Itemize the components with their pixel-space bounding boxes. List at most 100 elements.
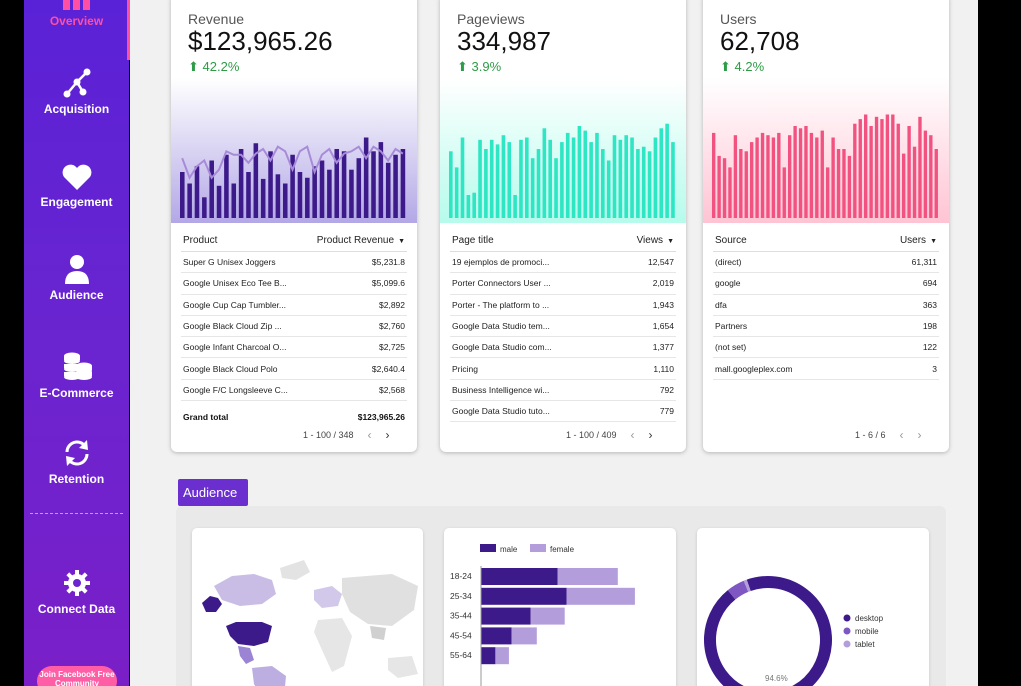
table-row[interactable]: Google Data Studio tem... 1,654 [450, 316, 676, 338]
community-button[interactable]: Join Facebook Free Community [37, 666, 117, 686]
female-bar[interactable] [511, 627, 537, 645]
table-row[interactable]: Google Unisex Eco Tee B... $5,099.6 [181, 273, 407, 295]
network-icon [63, 68, 90, 98]
chart-bar [744, 151, 748, 218]
map-region-asia[interactable] [342, 574, 418, 626]
geo-map-card [192, 528, 423, 686]
sidebar-item-overview[interactable]: Overview [24, 0, 129, 28]
coins-icon [63, 352, 92, 380]
table-row[interactable]: Business Intelligence wi... 792 [450, 380, 676, 402]
chart-bar [782, 167, 786, 218]
grand-total-value: $123,965.26 [357, 412, 405, 423]
table-row[interactable]: dfa 363 [713, 295, 939, 316]
table-row[interactable]: Google Black Cloud Zip ... $2,760 [181, 316, 407, 338]
female-bar[interactable] [557, 568, 618, 585]
prev-page-icon[interactable]: ‹ [630, 428, 635, 442]
legend-label: desktop [855, 614, 884, 623]
prev-page-icon[interactable]: ‹ [899, 428, 904, 442]
map-region-south-america[interactable] [252, 666, 286, 686]
male-bar[interactable] [481, 647, 496, 665]
male-bar[interactable] [481, 627, 512, 645]
table-row[interactable]: Google Cup Cap Tumbler... $2,892 [181, 295, 407, 316]
table-row[interactable]: Partners 198 [713, 316, 939, 338]
active-indicator [127, 0, 130, 60]
chart-bar [231, 183, 237, 218]
chart-bar [554, 158, 558, 218]
map-region-australia[interactable] [388, 656, 418, 678]
map-region-europe[interactable] [314, 586, 342, 608]
table-row[interactable]: (not set) 122 [713, 337, 939, 359]
table-row[interactable]: Google Infant Charcoal O... $2,725 [181, 337, 407, 359]
table-row[interactable]: Google Data Studio tuto... 779 [450, 401, 676, 423]
chart-bar [733, 135, 738, 218]
row-label: Google Infant Charcoal O... [183, 342, 287, 353]
revenue-bar-chart [171, 78, 417, 223]
row-value: 198 [922, 321, 937, 332]
chart-bar [297, 172, 303, 218]
table-row[interactable]: Google F/C Longsleeve C... $2,568 [181, 380, 407, 402]
male-bar[interactable] [481, 607, 531, 625]
chart-bar [542, 128, 547, 218]
row-label: Google Black Cloud Polo [183, 363, 278, 374]
donut-slice[interactable] [743, 579, 751, 592]
prev-page-icon[interactable]: ‹ [367, 428, 372, 442]
chart-bar [224, 154, 229, 218]
chart-bar [612, 135, 617, 218]
chart-bar [501, 135, 506, 218]
map-region-usa[interactable] [226, 622, 272, 646]
row-value: 779 [659, 406, 674, 417]
female-bar[interactable] [495, 647, 509, 665]
sort-column-header[interactable]: Users ▼ [900, 235, 937, 246]
male-bar[interactable] [481, 568, 558, 585]
chart-bar [847, 155, 852, 218]
product-table: Product Product Revenue ▼ Super G Unisex … [181, 230, 407, 429]
chart-bar [495, 144, 500, 218]
chart-bar [665, 123, 669, 218]
column-header-label: Views [636, 235, 664, 246]
table-row[interactable]: (direct) 61,311 [713, 252, 939, 274]
chart-bar [858, 119, 862, 218]
sort-column-header[interactable]: Product Revenue ▼ [317, 235, 405, 246]
map-region-alaska[interactable] [202, 596, 222, 612]
map-region-mexico[interactable] [238, 646, 254, 664]
chart-bar [760, 132, 765, 218]
sidebar-item-ecommerce[interactable]: E-Commerce [24, 350, 129, 400]
chart-bar [216, 185, 222, 218]
female-bar[interactable] [530, 607, 565, 625]
female-bar[interactable] [566, 587, 635, 605]
map-region-africa[interactable] [314, 618, 352, 672]
row-label: Google Data Studio tuto... [452, 406, 550, 417]
map-region-india[interactable] [370, 626, 386, 640]
male-bar[interactable] [481, 587, 567, 605]
sidebar-item-connect-data[interactable]: Connect Data [24, 568, 129, 616]
table-row[interactable]: Google Data Studio com... 1,377 [450, 337, 676, 359]
next-page-icon[interactable]: › [648, 428, 653, 442]
sort-column-header[interactable]: Views ▼ [637, 235, 674, 246]
page-title-table: Page title Views ▼ 19 ejemplos de promoci… [450, 230, 676, 423]
table-row[interactable]: Pricing 1,110 [450, 358, 676, 380]
sidebar-item-engagement[interactable]: Engagement [24, 163, 129, 209]
donut-slice[interactable] [704, 576, 832, 686]
chart-bar [209, 160, 214, 218]
table-row[interactable]: mall.googleplex.com 3 [713, 358, 939, 380]
table-row[interactable]: Google Black Cloud Polo $2,640.4 [181, 358, 407, 380]
chart-bar [536, 149, 541, 218]
sidebar-item-retention[interactable]: Retention [24, 438, 129, 486]
table-row[interactable]: Porter - The platform to ... 1,943 [450, 295, 676, 316]
table-row[interactable]: google 694 [713, 273, 939, 295]
next-page-icon[interactable]: › [385, 428, 390, 442]
sidebar-item-acquisition[interactable]: Acquisition [24, 68, 129, 116]
table-row[interactable]: 19 ejemplos de promoci... 12,547 [450, 252, 676, 274]
map-region-greenland[interactable] [280, 560, 310, 580]
table-row[interactable]: Porter Connectors User ... 2,019 [450, 273, 676, 295]
map-region-canada[interactable] [214, 574, 276, 606]
chart-bar [202, 197, 207, 218]
chart-bar [454, 167, 459, 218]
table-row[interactable]: Super G Unisex Joggers $5,231.8 [181, 252, 407, 274]
chart-bar [238, 149, 244, 218]
sidebar-item-audience[interactable]: Audience [24, 254, 129, 302]
donut-slice[interactable] [727, 580, 749, 600]
chart-bar [246, 172, 251, 218]
next-page-icon[interactable]: › [917, 428, 922, 442]
chart-bar [793, 126, 797, 218]
